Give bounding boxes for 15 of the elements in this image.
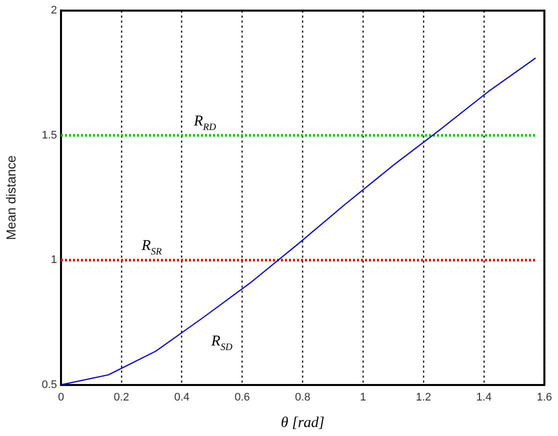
y-tick-label: 1	[50, 254, 57, 266]
x-tick-label: 0.6	[234, 391, 250, 404]
x-tick-label: 0.4	[174, 391, 190, 404]
x-tick-label: 1.6	[536, 391, 552, 404]
x-tick-label: 0.8	[295, 391, 310, 404]
x-tick-label: 1.4	[476, 391, 492, 404]
y-tick-label: 1.5	[42, 129, 57, 142]
x-tick-label: 0	[58, 391, 64, 404]
y-tick-label: 0.5	[42, 378, 57, 391]
x-axis-title: θ [rad]	[280, 414, 325, 431]
x-tick-label: 1	[360, 391, 366, 404]
y-axis-title: Mean distance	[3, 155, 18, 240]
x-tick-label: 0.2	[114, 391, 130, 404]
y-tick-label: 2	[50, 4, 57, 17]
x-tick-label: 1.2	[416, 391, 432, 404]
